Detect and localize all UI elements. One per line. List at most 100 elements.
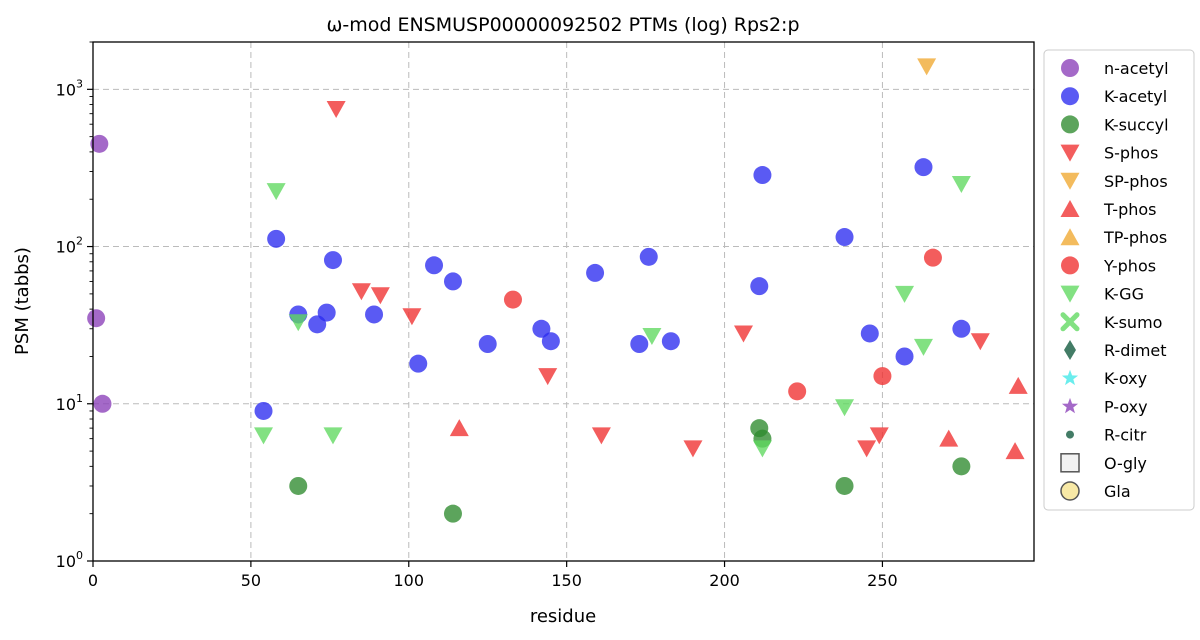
data-point-k-succyl: [443, 504, 462, 523]
legend: n-acetyl K-acetyl K-succyl S-phos SP-phos T-p…: [1043, 49, 1195, 511]
legend-label: n-acetyl: [1104, 59, 1169, 78]
data-point-k-acetyl: [443, 272, 462, 291]
data-point-k-gg: [254, 427, 274, 445]
legend-label: TP-phos: [1103, 228, 1167, 247]
legend-marker-gla: [1060, 481, 1080, 501]
data-point-k-succyl: [952, 457, 971, 476]
data-point-n-acetyl: [90, 134, 109, 153]
data-point-s-phos: [326, 100, 346, 118]
data-point-s-phos: [869, 427, 889, 445]
legend-marker-r-citr: [1066, 430, 1074, 439]
data-point-y-phos: [873, 367, 892, 386]
data-point-k-gg: [266, 183, 286, 201]
data-point-k-acetyl: [317, 303, 336, 322]
legend-label: K-sumo: [1104, 313, 1162, 332]
data-point-k-acetyl: [952, 319, 971, 338]
data-point-s-phos: [370, 287, 390, 305]
legend-marker-k-succyl: [1061, 115, 1079, 134]
legend-label: P-oxy: [1104, 397, 1148, 416]
data-point-s-phos: [733, 325, 753, 343]
data-point-s-phos: [970, 333, 990, 351]
data-point-k-acetyl: [753, 166, 772, 185]
legend-box: [1043, 49, 1195, 511]
data-point-k-gg: [835, 399, 855, 417]
data-point-k-gg: [951, 175, 971, 193]
data-point-k-succyl: [289, 476, 308, 495]
legend-label: SP-phos: [1104, 172, 1168, 191]
data-point-k-acetyl: [639, 247, 658, 266]
y-tick-label: 102: [56, 235, 83, 257]
y-tick-label: 100: [56, 549, 83, 571]
legend-marker-k-oxy: [1061, 369, 1079, 386]
legend-label: T-phos: [1103, 200, 1157, 219]
data-point-k-gg: [323, 427, 343, 445]
y-axis-label: PSM (tabbs): [12, 247, 33, 355]
data-point-k-acetyl: [409, 354, 428, 373]
data-point-k-gg: [288, 314, 308, 332]
x-tick-label: 100: [393, 571, 424, 590]
plot-frame: [92, 41, 1035, 562]
data-point-s-phos: [857, 440, 877, 458]
data-point-s-phos: [351, 283, 371, 301]
data-point-t-phos: [1005, 442, 1025, 460]
data-point-k-acetyl: [586, 263, 605, 282]
data-point-sp-phos: [917, 58, 937, 76]
legend-label: K-oxy: [1104, 369, 1147, 388]
legend-marker-sp-phos: [1060, 172, 1080, 190]
data-point-k-succyl: [835, 476, 854, 495]
data-point-n-acetyl: [93, 394, 112, 413]
legend-label: K-succyl: [1104, 115, 1169, 134]
data-point-s-phos: [538, 368, 558, 386]
data-point-k-gg: [895, 285, 915, 303]
legend-label: R-citr: [1104, 426, 1147, 445]
data-point-k-acetyl: [860, 324, 879, 343]
data-point-y-phos: [788, 382, 807, 401]
legend-marker-s-phos: [1060, 144, 1080, 162]
legend-label: R-dimet: [1104, 341, 1167, 360]
legend-label: K-acetyl: [1104, 87, 1167, 106]
legend-label: Gla: [1104, 482, 1131, 501]
legend-label: O-gly: [1104, 454, 1147, 473]
data-point-t-phos: [1008, 376, 1028, 394]
x-tick-label: 150: [551, 571, 582, 590]
data-point-y-phos: [503, 290, 522, 309]
y-tick-label: 101: [56, 392, 83, 414]
data-point-k-acetyl: [835, 228, 854, 247]
data-point-k-acetyl: [750, 277, 769, 296]
data-point-k-gg: [642, 327, 662, 345]
legend-marker-k-acetyl: [1061, 87, 1079, 106]
legend-marker-n-acetyl: [1061, 59, 1079, 77]
data-point-k-gg: [752, 440, 772, 458]
data-point-k-gg: [913, 338, 933, 356]
y-tick-label: 103: [56, 77, 83, 99]
x-tick-label: 0: [88, 571, 98, 590]
legend-marker-k-sumo: [1060, 312, 1080, 332]
x-axis-label: residue: [530, 606, 596, 627]
data-point-k-acetyl: [661, 332, 680, 351]
data-point-k-acetyl: [532, 319, 551, 338]
legend-marker-t-phos: [1060, 200, 1080, 217]
legend-marker-y-phos: [1061, 256, 1079, 275]
data-point-k-acetyl: [267, 229, 286, 248]
legend-marker-r-dimet: [1064, 340, 1076, 360]
legend-label: K-GG: [1104, 285, 1144, 304]
data-point-k-acetyl: [541, 332, 560, 351]
legend-marker-k-gg: [1060, 285, 1080, 303]
data-point-k-acetyl: [478, 334, 497, 353]
data-point-t-phos: [939, 429, 959, 447]
legend-label: S-phos: [1104, 144, 1158, 163]
x-axis-ticks: 0 50 100 150 200 250: [88, 561, 898, 590]
data-point-s-phos: [402, 308, 422, 326]
data-point-s-phos: [683, 440, 703, 458]
data-point-k-acetyl: [365, 305, 384, 324]
legend-marker-o-gly: [1060, 453, 1080, 473]
legend-marker-p-oxy: [1061, 397, 1079, 414]
chart-title: ω-mod ENSMUSP00000092502 PTMs (log) Rps2…: [326, 14, 799, 36]
data-point-k-acetyl: [323, 251, 342, 270]
data-points: [87, 58, 1028, 523]
legend-label: Y-phos: [1103, 256, 1156, 275]
data-point-k-acetyl: [425, 256, 444, 275]
data-point-y-phos: [923, 248, 942, 267]
x-tick-label: 250: [867, 571, 898, 590]
